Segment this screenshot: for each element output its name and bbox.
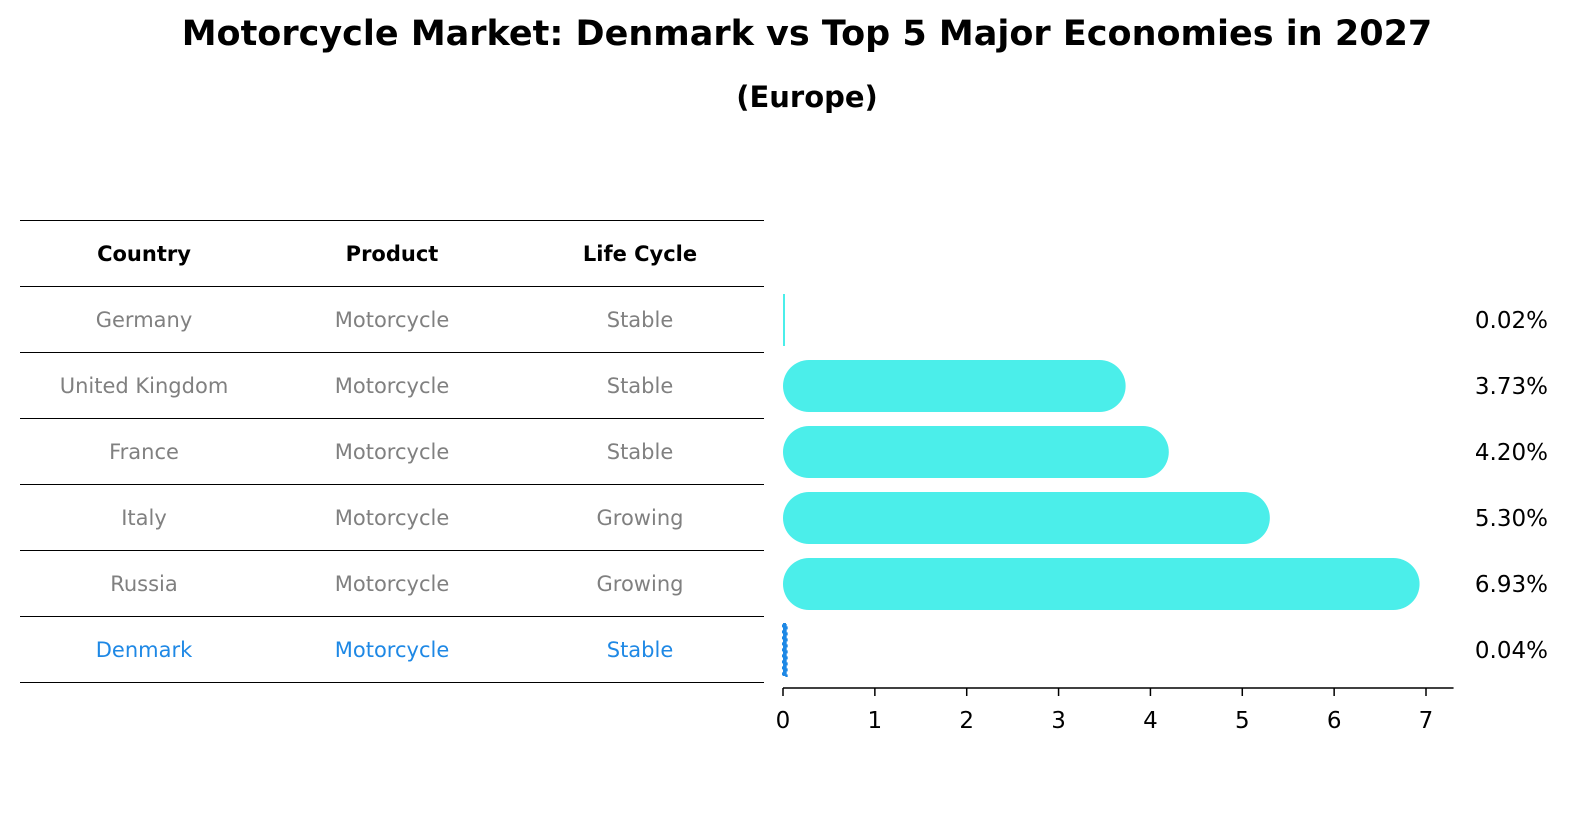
chart-subtitle: (Europe) <box>736 80 878 114</box>
value-label-france: 4.20% <box>1475 440 1548 466</box>
cell-product: Motorcycle <box>268 352 516 419</box>
cell-product: Motorcycle <box>268 484 516 551</box>
x-tick-label: 4 <box>1143 708 1158 734</box>
value-label-italy: 5.30% <box>1475 506 1548 532</box>
bar-italy <box>783 492 1270 544</box>
bar-denmark <box>782 623 788 677</box>
value-labels-group: 0.02% 3.73% 4.20% 5.30% 6.93% 0.04% <box>1475 308 1548 664</box>
x-tick-label: 6 <box>1327 708 1342 734</box>
cell-life-cycle: Stable <box>516 418 764 485</box>
x-tick-label: 2 <box>959 708 974 734</box>
chart-title: Motorcycle Market: Denmark vs Top 5 Majo… <box>181 14 1433 54</box>
x-tick-label: 5 <box>1235 708 1250 734</box>
cell-life-cycle: Stable <box>516 286 764 353</box>
table-header-row: Country Product Life Cycle <box>20 220 764 287</box>
table-row: France Motorcycle Stable <box>20 418 764 485</box>
bar-russia <box>783 558 1420 610</box>
table-row: Germany Motorcycle Stable <box>20 286 764 353</box>
cell-product: Motorcycle <box>268 550 516 617</box>
cell-product: Motorcycle <box>268 616 516 683</box>
table-row: Russia Motorcycle Growing <box>20 550 764 617</box>
cell-country: United Kingdom <box>20 352 268 419</box>
bars-group <box>782 294 1420 677</box>
x-tick-label: 0 <box>776 708 791 734</box>
table-row: United Kingdom Motorcycle Stable <box>20 352 764 419</box>
x-tick-label: 3 <box>1051 708 1066 734</box>
x-tick-label: 1 <box>868 708 883 734</box>
header-country: Country <box>20 220 268 287</box>
cell-life-cycle: Growing <box>516 550 764 617</box>
cell-country: Denmark <box>20 616 268 683</box>
header-life-cycle: Life Cycle <box>516 220 764 287</box>
bar-france <box>783 426 1169 478</box>
country-table: Country Product Life Cycle Germany Motor… <box>20 220 764 683</box>
cell-country: Russia <box>20 550 268 617</box>
value-label-germany: 0.02% <box>1475 308 1548 334</box>
cell-product: Motorcycle <box>268 418 516 485</box>
cell-country: Italy <box>20 484 268 551</box>
value-label-russia: 6.93% <box>1475 572 1548 598</box>
cell-product: Motorcycle <box>268 286 516 353</box>
x-tick-label: 7 <box>1419 708 1434 734</box>
bar-united-kingdom <box>783 360 1126 412</box>
value-label-denmark: 0.04% <box>1475 638 1548 664</box>
table-row-highlight: Denmark Motorcycle Stable <box>20 616 764 683</box>
x-axis: 0 1 2 3 4 5 6 7 <box>776 687 1454 734</box>
header-product: Product <box>268 220 516 287</box>
bar-germany <box>783 294 785 346</box>
cell-life-cycle: Growing <box>516 484 764 551</box>
cell-country: France <box>20 418 268 485</box>
value-label-united-kingdom: 3.73% <box>1475 374 1548 400</box>
table-row: Italy Motorcycle Growing <box>20 484 764 551</box>
cell-life-cycle: Stable <box>516 616 764 683</box>
cell-country: Germany <box>20 286 268 353</box>
